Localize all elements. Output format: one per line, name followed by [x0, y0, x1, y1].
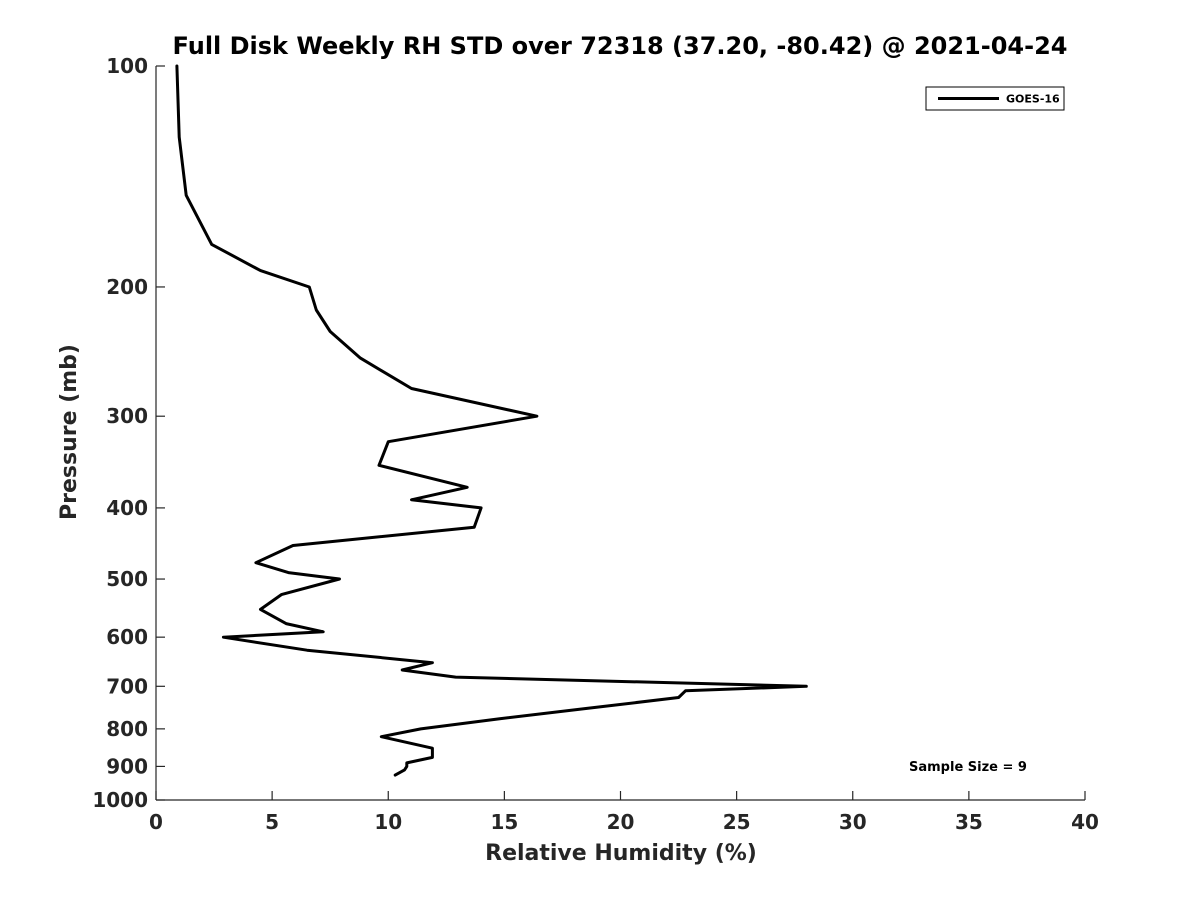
y-axis-label: Pressure (mb)	[57, 344, 82, 520]
x-tick-label: 0	[149, 810, 163, 834]
x-tick-label: 20	[607, 810, 635, 834]
axes	[155, 66, 1085, 801]
y-tick-label: 1000	[92, 788, 148, 812]
series-line-goes-16	[175, 64, 808, 777]
y-tick-label: 400	[106, 496, 148, 520]
x-tick-label: 5	[265, 810, 279, 834]
x-tick-label: 30	[839, 810, 867, 834]
x-axis-label: Relative Humidity (%)	[485, 841, 757, 866]
series-group	[175, 64, 808, 777]
y-tick-label: 200	[106, 275, 148, 299]
y-tick-label: 800	[106, 717, 148, 741]
y-tick-label: 100	[106, 54, 148, 78]
x-tick-label: 35	[955, 810, 983, 834]
legend-label: GOES-16	[1006, 93, 1060, 106]
x-tick-label: 25	[723, 810, 751, 834]
legend: GOES-16	[925, 86, 1065, 111]
y-tick-label: 300	[106, 404, 148, 428]
y-tick-label: 900	[106, 754, 148, 778]
y-tick-label: 700	[106, 674, 148, 698]
y-tick-label: 600	[106, 625, 148, 649]
sample-size-annotation: Sample Size = 9	[909, 760, 1027, 775]
x-axis-ticks: 0 5 10 15 20 25 30 35 40	[149, 791, 1099, 834]
y-axis-ticks: 100 200 300 400 500 600 700 800 900 1000	[92, 54, 165, 812]
y-tick-label: 500	[106, 567, 148, 591]
x-tick-label: 40	[1071, 810, 1099, 834]
x-tick-label: 15	[490, 810, 518, 834]
x-tick-label: 10	[374, 810, 402, 834]
chart-title: Full Disk Weekly RH STD over 72318 (37.2…	[173, 32, 1068, 60]
